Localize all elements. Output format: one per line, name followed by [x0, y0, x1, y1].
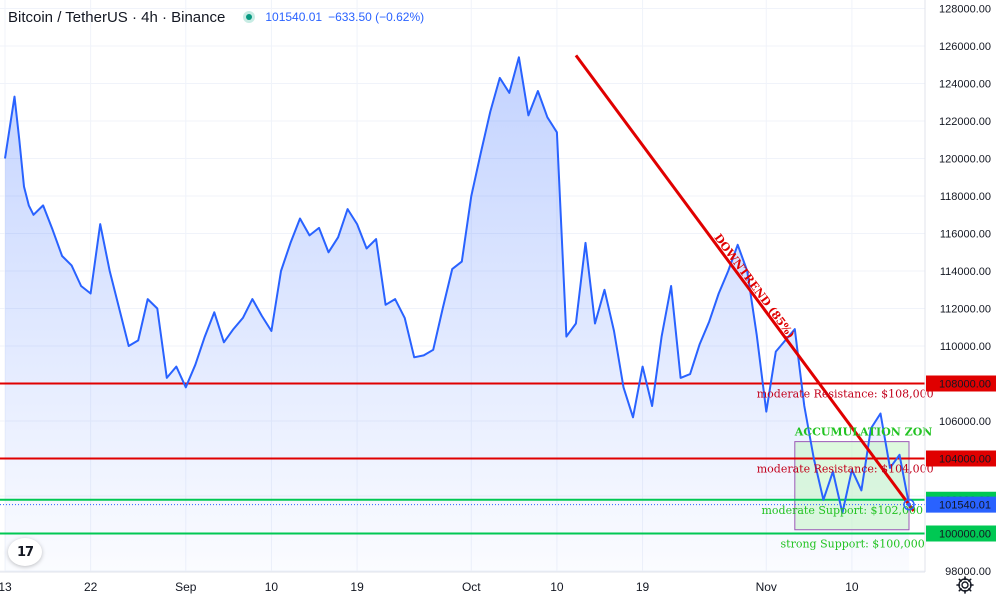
last-price-tag — [926, 496, 996, 513]
time-tick-label: Oct — [462, 580, 481, 594]
time-tick-label: 10 — [550, 580, 564, 594]
time-axis: 13 22 Sep 10 19 Oct 10 19 Nov 10 — [0, 580, 859, 594]
price-tick-label: 120000.00 — [939, 154, 991, 166]
chart-header: Bitcoin / TetherUS · 4h · Binance 101540… — [8, 6, 424, 28]
price-series — [4, 56, 910, 514]
price-tick-label: 124000.00 — [939, 79, 991, 91]
time-tick-label: Sep — [175, 580, 197, 594]
time-tick-label: 19 — [350, 580, 364, 594]
level-annotation: moderate Resistance: $104,000 — [757, 463, 934, 476]
time-tick-label: 19 — [636, 580, 650, 594]
downtrend-line — [574, 54, 915, 512]
price-tick-label: 112000.00 — [940, 304, 991, 316]
last-point-marker — [903, 498, 915, 511]
level-annotation: moderate Support: $102,000 — [762, 504, 924, 517]
level-price-tag — [926, 450, 996, 467]
price-tick-label: 110000.00 — [940, 341, 991, 353]
time-tick-label: Nov — [756, 580, 777, 594]
time-tick-label: 10 — [845, 580, 859, 594]
level-price-tag-label: 100000.00 — [939, 529, 991, 541]
price-area — [5, 57, 909, 573]
price-line — [4, 56, 910, 514]
level-price-tag-label: 104000.00 — [939, 454, 991, 466]
current-price: 101540.01 — [265, 10, 323, 24]
accumulation-zone-label: ACCUMULATION ZON — [794, 426, 933, 439]
price-area-fill — [5, 57, 909, 573]
level-annotation: strong Support: $100,000 — [781, 538, 925, 551]
price-tick-label: 122000.00 — [939, 116, 991, 128]
tradingview-logo-icon[interactable]: 17 — [8, 538, 42, 566]
time-tick-label: 13 — [0, 580, 12, 594]
price-tick-label: 114000.00 — [940, 266, 991, 278]
price-tick-label: 118000.00 — [940, 191, 991, 203]
time-tick-label: 10 — [265, 580, 279, 594]
time-tick-label: 22 — [84, 580, 98, 594]
last-price-tag-label: 101540.01 — [939, 500, 991, 512]
symbol-title[interactable]: Bitcoin / TetherUS · 4h · Binance — [8, 8, 226, 26]
level-annotation: moderate Resistance: $108,000 — [757, 388, 934, 401]
market-open-dot-icon — [243, 11, 256, 23]
level-price-tag-label: 108000.00 — [939, 379, 991, 391]
price-change: −633.50 (−0.62%) — [328, 10, 425, 24]
logo-text: 17 — [16, 544, 34, 560]
annotations: moderate Resistance: $108,000 moderate Re… — [757, 388, 934, 551]
price-tick-label: 116000.00 — [940, 229, 991, 241]
price-tick-label: 98000.00 — [945, 566, 991, 578]
last-point-dot — [907, 502, 911, 507]
price-tick-label: 126000.00 — [939, 41, 991, 53]
gear-icon[interactable] — [955, 575, 975, 595]
price-tick-label: 128000.00 — [939, 4, 991, 16]
level-price-tag — [926, 525, 996, 542]
level-price-tag — [926, 375, 996, 392]
price-tick-label: 106000.00 — [939, 416, 991, 428]
price-axis-tags: 108000.00104000.00102000.00100000.001015… — [926, 375, 996, 542]
